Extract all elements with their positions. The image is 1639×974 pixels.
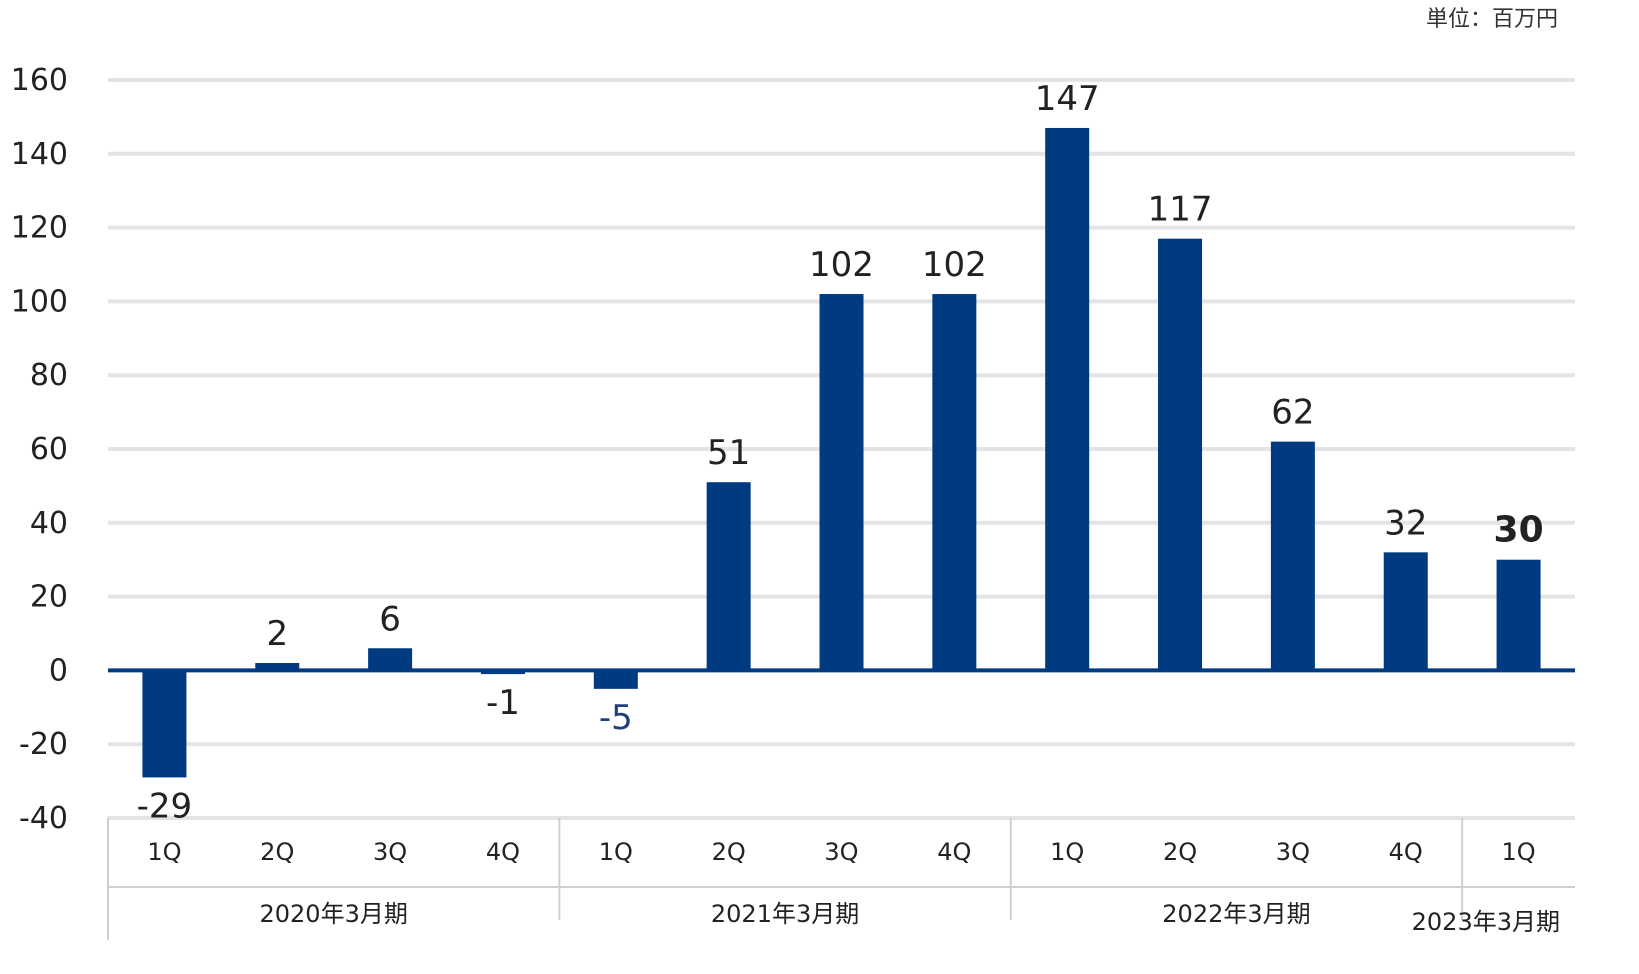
x-tick-label: 2Q xyxy=(260,838,294,866)
period-label: 2020年3月期 xyxy=(260,900,408,928)
bar xyxy=(368,648,413,671)
period-label: 2023年3月期 xyxy=(1412,908,1560,936)
data-label: -5 xyxy=(599,698,633,738)
y-tick-label: 20 xyxy=(30,580,68,615)
data-labels: -29 2 6 -1 -5 51 102 102 147 117 62 32 30 xyxy=(137,79,1544,826)
period-label: 2021年3月期 xyxy=(711,900,859,928)
data-label: 117 xyxy=(1148,190,1213,230)
y-tick-label: 140 xyxy=(11,137,68,172)
x-tick-label: 2Q xyxy=(1163,838,1197,866)
y-tick-label: 60 xyxy=(30,432,68,467)
x-tick-label: 4Q xyxy=(1389,838,1423,866)
data-label: 2 xyxy=(266,614,288,654)
data-label: 30 xyxy=(1494,510,1544,551)
data-label: 51 xyxy=(707,433,750,473)
data-label: 147 xyxy=(1035,79,1100,119)
data-label: -1 xyxy=(486,683,520,723)
y-tick-label: 120 xyxy=(11,211,68,246)
bar xyxy=(819,294,864,671)
bar xyxy=(1270,441,1315,671)
x-tick-label: 3Q xyxy=(824,838,858,866)
y-tick-label: 0 xyxy=(49,653,68,688)
x-tick-label: 1Q xyxy=(147,838,181,866)
data-label: 32 xyxy=(1384,503,1427,543)
bar xyxy=(1158,238,1203,671)
data-label: 62 xyxy=(1271,393,1314,433)
y-tick-label: 160 xyxy=(11,63,68,98)
bars xyxy=(142,127,1541,778)
x-tick-label: 1Q xyxy=(1050,838,1084,866)
bar xyxy=(142,670,187,778)
bar xyxy=(1045,127,1090,671)
y-tick-label: 80 xyxy=(30,358,68,393)
bar xyxy=(1496,559,1541,671)
data-label: -29 xyxy=(137,786,193,826)
x-tick-label: 3Q xyxy=(1276,838,1310,866)
y-tick-label: 100 xyxy=(11,284,68,319)
x-tick-label: 4Q xyxy=(486,838,520,866)
y-axis-ticks: 160 140 120 100 80 60 40 20 0 -20 -40 xyxy=(11,63,68,836)
period-label: 2022年3月期 xyxy=(1162,900,1310,928)
y-tick-label: 40 xyxy=(30,506,68,541)
x-axis: 1Q 2Q 3Q 4Q 1Q 2Q 3Q 4Q 1Q 2Q 3Q 4Q 1Q 2020年3月期 2021年3… xyxy=(107,818,1575,940)
bar xyxy=(932,294,977,671)
data-label: 102 xyxy=(922,245,987,285)
x-tick-label: 4Q xyxy=(937,838,971,866)
data-label: 6 xyxy=(379,599,401,639)
x-tick-label: 1Q xyxy=(1501,838,1535,866)
bar xyxy=(593,670,638,689)
y-tick-label: -20 xyxy=(19,727,68,762)
data-label: 102 xyxy=(809,245,874,285)
bar xyxy=(1383,552,1428,671)
unit-label: 単位：百万円 xyxy=(1426,7,1558,32)
y-tick-label: -40 xyxy=(19,801,68,836)
x-tick-label: 3Q xyxy=(373,838,407,866)
x-tick-label: 2Q xyxy=(712,838,746,866)
x-tick-label: 1Q xyxy=(599,838,633,866)
bar xyxy=(255,663,300,671)
bar xyxy=(706,482,751,671)
